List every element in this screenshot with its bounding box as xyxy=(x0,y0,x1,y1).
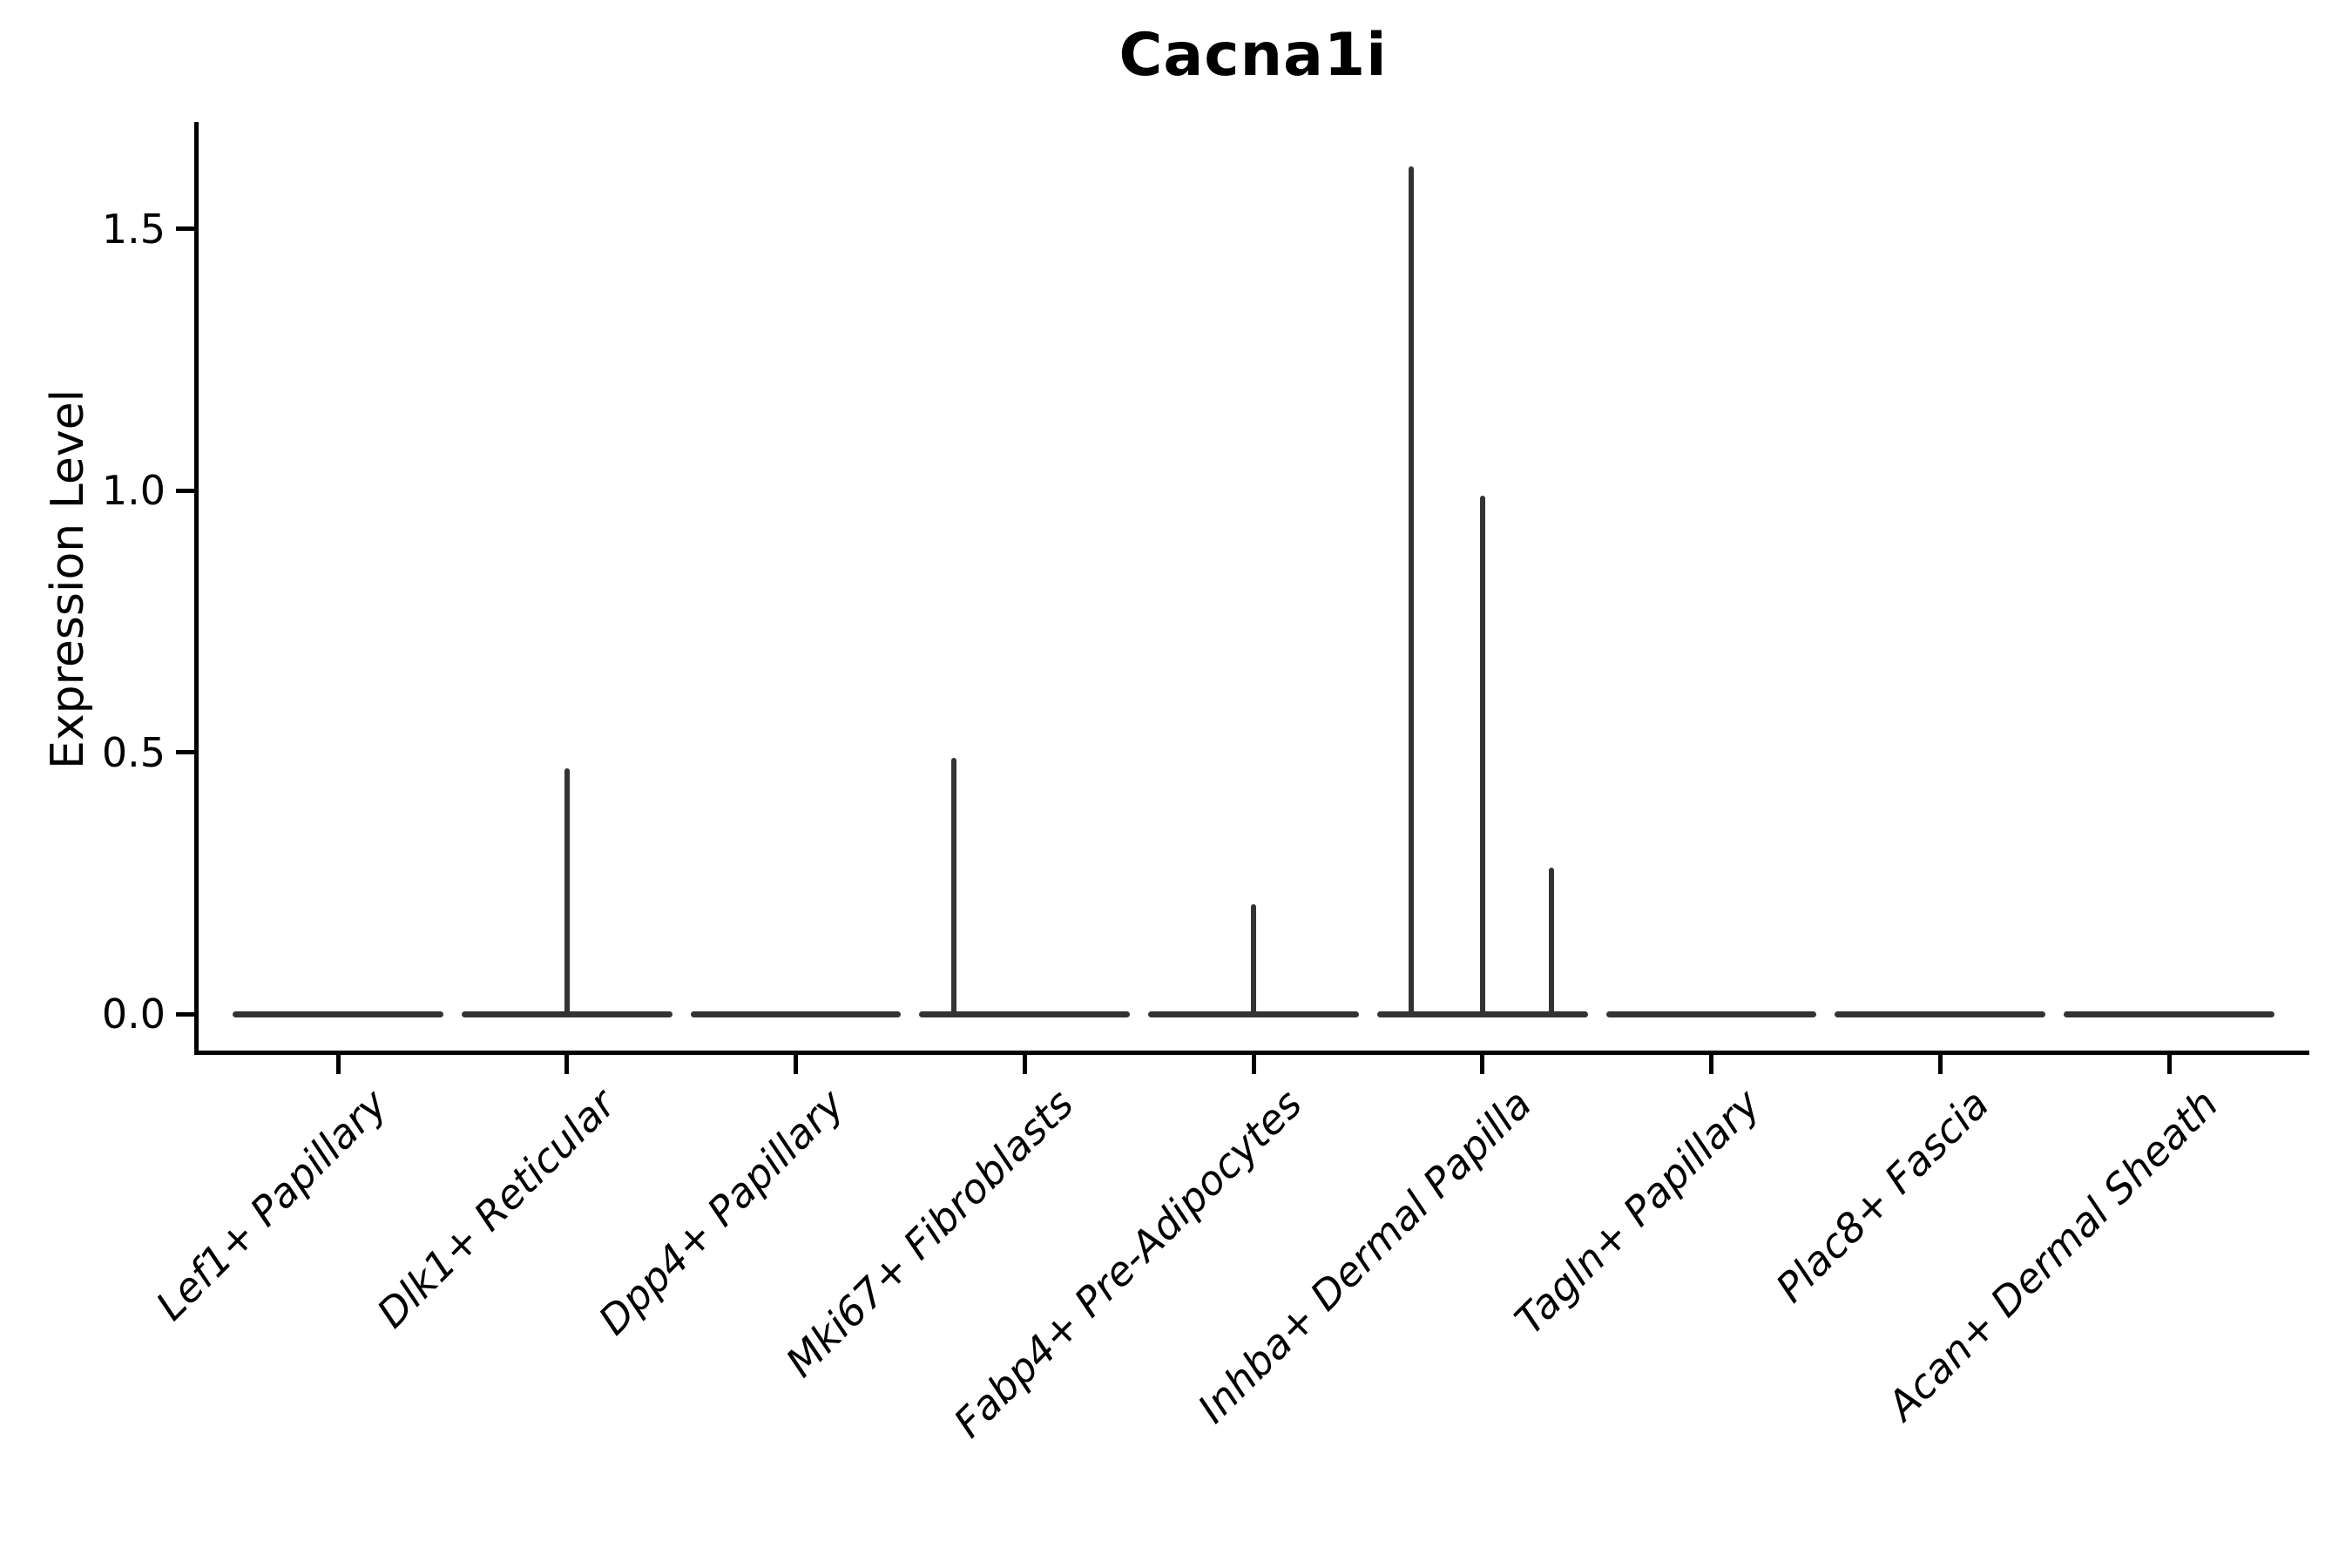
x-tick-mark xyxy=(1022,1055,1027,1074)
violin-baseline xyxy=(1148,1010,1359,1017)
violin-baseline xyxy=(1605,1010,1817,1017)
x-tick-mark xyxy=(2166,1055,2172,1074)
y-tick-mark xyxy=(176,488,194,493)
violin-spike xyxy=(564,767,570,1014)
y-tick-mark xyxy=(176,226,194,232)
x-tick-mark xyxy=(564,1055,570,1074)
x-tick-mark xyxy=(1937,1055,1943,1074)
violin-baseline xyxy=(461,1010,672,1017)
chart-title: Cacna1i xyxy=(1119,21,1388,90)
x-tick-mark xyxy=(1251,1055,1256,1074)
x-tick-label: Dlk1+ Reticular xyxy=(368,1080,625,1337)
y-tick-label: 0.0 xyxy=(101,990,166,1037)
violin-spike xyxy=(950,757,956,1014)
violin-spike xyxy=(1479,496,1485,1014)
x-tick-mark xyxy=(335,1055,341,1074)
x-tick-label: Dpp4+ Papillary xyxy=(590,1080,854,1344)
violin-baseline xyxy=(690,1010,902,1017)
violin-baseline xyxy=(919,1010,1131,1017)
y-tick-mark xyxy=(176,750,194,755)
x-axis-spine xyxy=(194,1051,2309,1055)
y-tick-label: 0.5 xyxy=(101,728,166,776)
violin-baseline xyxy=(1376,1010,1588,1017)
y-tick-mark xyxy=(176,1011,194,1017)
x-tick-mark xyxy=(1480,1055,1485,1074)
y-tick-label: 1.0 xyxy=(101,467,166,515)
violin-baseline xyxy=(2064,1010,2274,1017)
violin-spike xyxy=(1409,166,1415,1014)
violin-baseline xyxy=(233,1010,443,1017)
x-tick-mark xyxy=(794,1055,798,1074)
y-tick-label: 1.5 xyxy=(101,205,166,253)
x-tick-label: Lef1+ Papillary xyxy=(146,1080,396,1329)
violin-spike xyxy=(1251,903,1256,1014)
violin-spike xyxy=(1548,867,1554,1014)
x-tick-label: Plac8+ Fascia xyxy=(1767,1080,1998,1312)
violin-baseline xyxy=(1835,1010,2046,1017)
x-tick-label: Tagln+ Papillary xyxy=(1505,1080,1769,1344)
x-tick-mark xyxy=(1709,1055,1713,1074)
y-axis-spine xyxy=(194,122,199,1055)
y-axis-label: Expression Level xyxy=(42,389,94,770)
